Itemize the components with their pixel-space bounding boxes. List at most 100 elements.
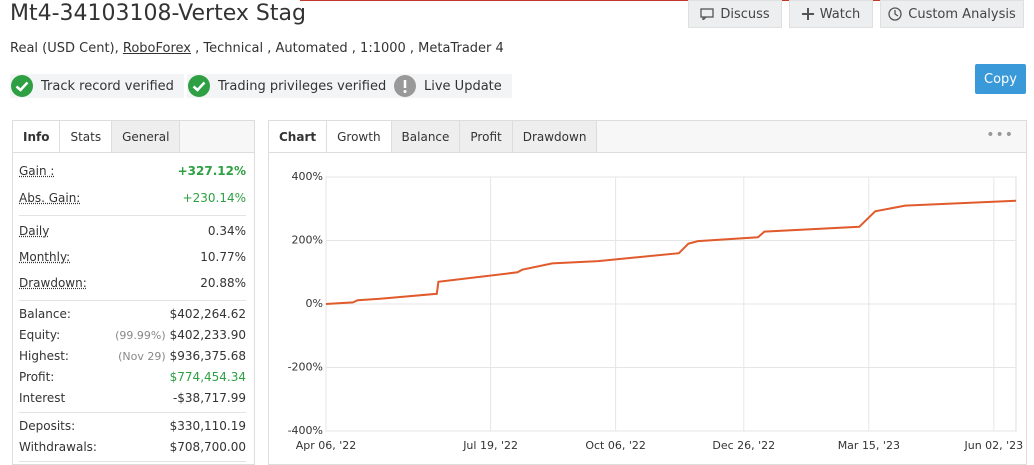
stats-group: Deposits: $330,110.19 Withdrawals: $708,700…	[19, 413, 246, 462]
stat-value: $774,454.34	[169, 369, 246, 384]
stat-value: 20.88%	[200, 276, 246, 290]
badge: Track record verified	[10, 74, 184, 98]
stats-row: Equity: (99.99%) $402,233.90	[19, 324, 246, 345]
badge-label: Trading privileges verified	[218, 78, 387, 94]
tab[interactable]: Balance	[391, 121, 461, 152]
stats-group: Gain : +327.12% Abs. Gain: +230.14%	[19, 155, 246, 216]
y-tick-label: 400%	[292, 170, 323, 183]
stats-row: Daily 0.34%	[19, 218, 246, 244]
stat-label: Highest:	[19, 348, 69, 363]
y-tick-label: -400%	[288, 424, 323, 437]
stat-value: -$38,717.99	[172, 390, 246, 405]
tab[interactable]: Chart	[269, 121, 328, 152]
stats-row: Deposits: $330,110.19	[19, 415, 246, 436]
stat-value: +327.12%	[177, 163, 246, 178]
stats-group: Daily 0.34% Monthly: 10.77% Drawdown: 20.88%	[19, 216, 246, 301]
check-icon	[188, 75, 210, 97]
stat-label: Abs. Gain:	[19, 190, 81, 205]
badge-label: Live Update	[424, 78, 502, 94]
x-tick-label: Jun 02, '23	[963, 439, 1023, 452]
x-tick-label: Dec 26, '22	[712, 439, 775, 452]
copy-button[interactable]: Copy	[975, 64, 1026, 94]
menu-dots[interactable]: •••	[986, 127, 1014, 143]
broker-link[interactable]: RoboForex	[122, 41, 191, 56]
account-title: Mt4-34103108-Vertex Stag	[10, 1, 306, 26]
growth-line	[325, 199, 1017, 305]
check-icon	[11, 75, 33, 97]
stat-value-wrap: $708,700.00	[170, 440, 246, 454]
chart-tabs: Chart Growth Balance Profit Drawdown	[269, 121, 1026, 153]
chart-panel: Chart Growth Balance Profit Drawdown ••• -40…	[268, 120, 1027, 465]
stat-value-wrap: 10.77%	[200, 250, 246, 264]
stats-row: Withdrawals: $708,700.00	[19, 436, 246, 457]
stats-row: Profit: $774,454.34	[19, 366, 246, 387]
stats-row: Gain : +327.12%	[19, 157, 246, 184]
stat-note: (Nov 29)	[118, 349, 166, 363]
stat-label: Gain :	[19, 163, 55, 178]
stat-value-wrap: $402,264.62	[170, 307, 246, 321]
stats-row: Drawdown: 20.88%	[19, 270, 246, 296]
stat-label: Profit:	[19, 369, 55, 384]
y-tick-label: 0%	[306, 297, 323, 310]
stat-label: Deposits:	[19, 418, 76, 433]
stat-value: $936,375.68	[169, 348, 246, 363]
stat-value: $402,233.90	[169, 327, 246, 342]
x-tick-label: Jul 19, '22	[462, 439, 518, 452]
stat-value-wrap: $774,454.34	[170, 370, 246, 384]
badge-label: Track record verified	[41, 78, 174, 94]
y-tick-label: 200%	[292, 234, 323, 247]
tab[interactable]: General	[112, 121, 181, 152]
title-rule	[300, 0, 1000, 1]
discuss-button[interactable]: Discuss	[688, 0, 782, 28]
clock-icon	[888, 7, 902, 21]
stat-label: Drawdown:	[19, 276, 87, 290]
stat-label: Monthly:	[19, 250, 71, 264]
account-info: Real (USD Cent), RoboForex , Technical ,…	[10, 41, 504, 56]
button-label: Custom Analysis	[908, 6, 1016, 22]
stats-row: Monthly: 10.77%	[19, 244, 246, 270]
y-tick-label: -200%	[288, 361, 323, 374]
stat-value: +230.14%	[182, 190, 246, 205]
stat-value-wrap: 0.34%	[208, 224, 246, 238]
stat-label: Withdrawals:	[19, 439, 97, 454]
stat-label: Balance:	[19, 306, 71, 321]
stat-value-wrap: $330,110.19	[170, 419, 246, 433]
stat-value-wrap: +327.12%	[178, 164, 246, 178]
tab[interactable]: Growth	[327, 121, 392, 152]
stat-value: 0.34%	[207, 224, 246, 238]
tab[interactable]: Profit	[460, 121, 513, 152]
stats-row: Interest -$38,717.99	[19, 387, 246, 408]
tab[interactable]: Stats	[60, 121, 113, 152]
stat-label: Equity:	[19, 327, 61, 342]
button-label: Discuss	[720, 6, 770, 22]
stat-value: $708,700.00	[169, 439, 246, 454]
tab[interactable]: Drawdown	[512, 121, 598, 152]
account-prefix: Real (USD Cent),	[10, 41, 123, 56]
stat-value-wrap: 20.88%	[200, 276, 246, 290]
stats-tabs: Info Stats General	[13, 121, 254, 153]
custom-analysis-button[interactable]: Custom Analysis	[880, 0, 1024, 28]
stat-label: Daily	[19, 224, 50, 238]
stats-panel: Info Stats General Gain : +327.12% Abs. Gain…	[12, 120, 255, 465]
badge: Live Update	[393, 74, 512, 98]
x-tick-label: Oct 06, '22	[585, 439, 646, 452]
stats-row: Balance: $402,264.62	[19, 303, 246, 324]
stats-row: Highest: (Nov 29) $936,375.68	[19, 345, 246, 366]
stat-value-wrap: -$38,717.99	[173, 391, 246, 405]
stat-label: Interest	[19, 390, 66, 405]
badge: Trading privileges verified	[187, 74, 397, 98]
discuss-icon	[700, 8, 714, 20]
stats-rows: Gain : +327.12% Abs. Gain: +230.14% Daily 0.3…	[19, 155, 246, 462]
watch-button[interactable]: Watch	[789, 0, 873, 28]
stat-value-wrap: (99.99%) $402,233.90	[115, 328, 246, 342]
stat-value-wrap: (Nov 29) $936,375.68	[118, 349, 246, 363]
stat-value: 10.77%	[200, 250, 246, 264]
stat-value-wrap: +230.14%	[183, 191, 246, 205]
stats-row: Abs. Gain: +230.14%	[19, 184, 246, 211]
stats-group: Balance: $402,264.62 Equity: (99.99%) $402,2…	[19, 301, 246, 413]
x-tick-label: Mar 15, '23	[838, 439, 900, 452]
tab[interactable]: Info	[13, 121, 61, 152]
button-label: Watch	[819, 6, 861, 22]
account-suffix: , Technical , Automated , 1:1000 , MetaT…	[191, 41, 504, 56]
stat-value: $402,264.62	[169, 306, 246, 321]
